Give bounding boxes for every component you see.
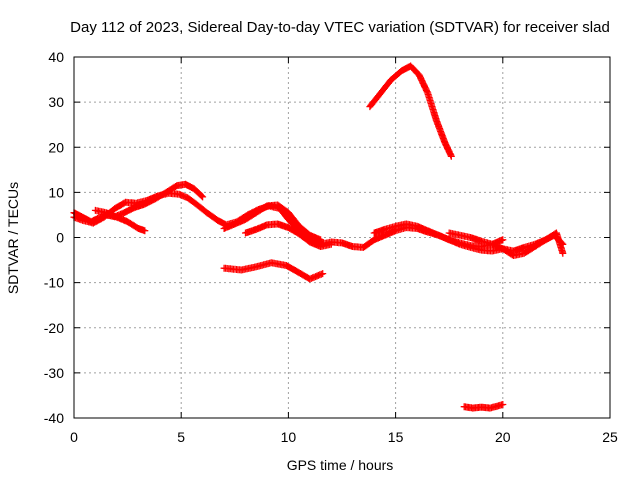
- chart-title: Day 112 of 2023, Sidereal Day-to-day VTE…: [70, 19, 610, 36]
- x-tick-label: 10: [281, 429, 297, 445]
- x-tick-label: 25: [602, 429, 618, 445]
- series-markers: [445, 229, 567, 259]
- gridlines: [74, 57, 610, 418]
- y-tick-label: 30: [48, 94, 64, 110]
- series-arc-10: [366, 62, 455, 160]
- series-arc-9: [445, 229, 567, 259]
- series-markers: [366, 62, 455, 160]
- y-tick-label: 20: [48, 139, 64, 155]
- series-markers: [460, 401, 507, 412]
- y-axis-title: SDTVAR / TECUs: [5, 182, 21, 294]
- x-tick-label: 0: [70, 429, 78, 445]
- x-tick-label: 5: [177, 429, 185, 445]
- series-arc-11: [460, 401, 507, 412]
- y-tick-label: 40: [48, 49, 64, 65]
- y-tick-label: -40: [44, 410, 64, 426]
- series-markers: [91, 206, 149, 235]
- series-arc-4: [220, 201, 325, 244]
- series-arc-6: [220, 259, 327, 283]
- series-markers: [220, 259, 327, 283]
- y-tick-label: 0: [56, 230, 64, 246]
- x-tick-label: 20: [495, 429, 511, 445]
- series-markers: [220, 201, 325, 244]
- x-tick-label: 15: [388, 429, 404, 445]
- y-tick-label: 10: [48, 184, 64, 200]
- x-axis-title: GPS time / hours: [287, 457, 394, 473]
- series-arc-3: [91, 206, 149, 235]
- y-tick-label: -30: [44, 365, 64, 381]
- y-tick-label: -10: [44, 275, 64, 291]
- y-tick-label: -20: [44, 320, 64, 336]
- axis-ticks: 0 5 10 15 20 25 -40 -30 -20 -10 0 10 20 30 40: [44, 49, 618, 445]
